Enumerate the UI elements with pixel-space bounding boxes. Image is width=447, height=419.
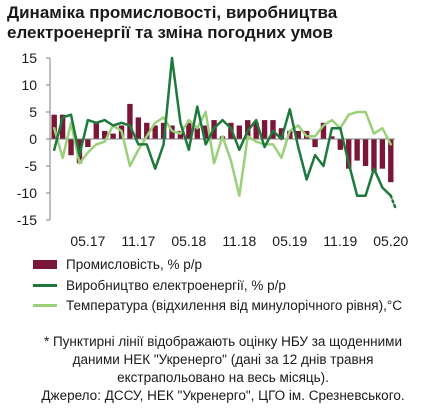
- legend-item-industry: Промисловість, % р/р: [33, 255, 443, 274]
- x-tick-label: 05.18: [171, 233, 206, 249]
- bar-industry: [312, 139, 318, 148]
- note-line-2: даними НЕК "Укренерго" (дані за 12 днів …: [72, 352, 374, 367]
- bar-industry: [68, 139, 74, 156]
- y-tick-label: 15: [21, 50, 37, 66]
- bar-industry: [152, 125, 158, 139]
- bar-industry: [329, 136, 335, 139]
- bar-industry: [337, 139, 343, 150]
- bar-industry: [278, 128, 285, 139]
- x-tick-label: 05.19: [272, 233, 307, 249]
- legend-label-electricity: Виробництво електроенергії, % р/р: [66, 277, 286, 293]
- y-tick-label: -15: [17, 212, 37, 228]
- bar-industry: [379, 139, 386, 169]
- bar-industry: [127, 103, 133, 139]
- bar-industry: [388, 139, 394, 183]
- y-tick-label: -10: [17, 185, 37, 201]
- bar-industry: [110, 133, 116, 139]
- y-tick-label: -5: [25, 158, 38, 174]
- line-electricity: [52, 56, 393, 197]
- bar-industry: [186, 122, 192, 139]
- chart-plot: 15 10 5 0 -5 -10 -15 05.17 11.17 05.18 11.18 05.19 1…: [17, 50, 409, 249]
- bar-industry: [270, 120, 276, 139]
- y-tick-label: 0: [29, 131, 37, 147]
- bar-industry: [169, 125, 175, 139]
- line-temperature: [52, 110, 393, 197]
- y-tick-label: 5: [29, 104, 37, 120]
- legend-item-electricity: Виробництво електроенергії, % р/р: [33, 276, 443, 295]
- bar-industry: [177, 130, 184, 139]
- y-tick-label: 10: [21, 77, 37, 93]
- bar-industry: [202, 125, 209, 139]
- legend-label-industry: Промисловість, % р/р: [66, 257, 202, 272]
- legend-swatch-temperature: [33, 304, 57, 307]
- bar-industry: [160, 122, 167, 139]
- bar-industry: [346, 139, 352, 169]
- bar-industry: [59, 114, 66, 139]
- bar-industry: [194, 128, 200, 139]
- bar-industry: [236, 125, 243, 139]
- line-electricity-projection: [389, 194, 398, 211]
- bar-industry: [144, 122, 150, 139]
- legend-label-temperature: Температура (відхилення від минулорічног…: [66, 298, 403, 313]
- note-line-1: * Пунктирні лінії відображають оцінку НБ…: [43, 334, 403, 349]
- source-line: Джерело: ДССУ, НЕК "Укренерго", ЦГО ім. …: [41, 388, 405, 403]
- bar-industry: [320, 122, 327, 139]
- bar-industry: [354, 139, 360, 161]
- bar-industry: [371, 139, 377, 172]
- note-line-3: екстрапольовано на весь місяць).: [117, 370, 329, 385]
- bar-industry: [85, 139, 91, 148]
- bar-industry: [253, 122, 259, 139]
- bar-industry: [93, 122, 99, 139]
- legend-item-temperature: Температура (відхилення від минулорічног…: [33, 296, 443, 315]
- bar-industry: [261, 120, 268, 139]
- bar-industry: [135, 117, 142, 139]
- legend-swatch-industry: [33, 260, 57, 269]
- chart-title: Динаміка промисловості, виробництва елек…: [7, 3, 338, 42]
- bar-industry: [362, 139, 369, 166]
- x-tick-label: 11.17: [121, 233, 155, 249]
- x-tick-label: 11.19: [323, 233, 357, 249]
- bar-industry: [102, 130, 108, 139]
- chart-notes: * Пунктирні лінії відображають оцінку НБ…: [2, 333, 444, 405]
- bar-industry: [295, 130, 301, 139]
- legend-swatch-electricity: [33, 283, 57, 287]
- x-tick-label: 05.17: [70, 233, 105, 249]
- chart-legend: Промисловість, % р/р Виробництво електро…: [33, 255, 443, 317]
- x-tick-label: 05.20: [373, 233, 408, 249]
- x-tick-label: 11.18: [222, 233, 256, 249]
- bar-industry: [51, 114, 57, 139]
